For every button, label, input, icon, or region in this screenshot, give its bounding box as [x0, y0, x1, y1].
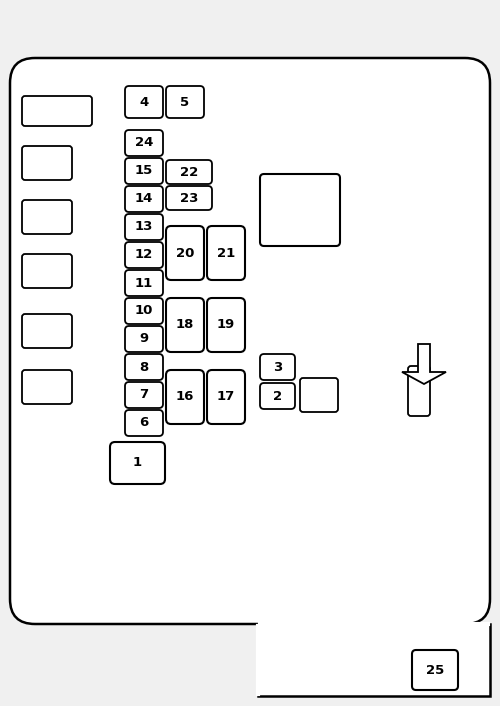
FancyBboxPatch shape: [166, 226, 204, 280]
FancyBboxPatch shape: [125, 158, 163, 184]
FancyBboxPatch shape: [125, 130, 163, 156]
FancyBboxPatch shape: [166, 160, 212, 184]
FancyBboxPatch shape: [166, 370, 204, 424]
FancyBboxPatch shape: [22, 314, 72, 348]
FancyBboxPatch shape: [260, 174, 340, 246]
FancyBboxPatch shape: [125, 86, 163, 118]
Text: 5: 5: [180, 95, 190, 109]
Text: 14: 14: [135, 193, 153, 205]
FancyBboxPatch shape: [412, 650, 458, 690]
FancyBboxPatch shape: [125, 354, 163, 380]
FancyBboxPatch shape: [22, 254, 72, 288]
Text: 23: 23: [180, 191, 198, 205]
Bar: [258, 624, 490, 696]
Text: 18: 18: [176, 318, 194, 332]
FancyBboxPatch shape: [22, 370, 72, 404]
Text: 20: 20: [176, 246, 194, 260]
Text: 13: 13: [135, 220, 153, 234]
FancyBboxPatch shape: [300, 378, 338, 412]
FancyBboxPatch shape: [22, 200, 72, 234]
FancyBboxPatch shape: [166, 186, 212, 210]
Text: 7: 7: [140, 388, 148, 402]
Text: 17: 17: [217, 390, 235, 404]
Text: 25: 25: [426, 664, 444, 676]
FancyBboxPatch shape: [125, 270, 163, 296]
Text: 21: 21: [217, 246, 235, 260]
FancyBboxPatch shape: [125, 298, 163, 324]
FancyBboxPatch shape: [125, 382, 163, 408]
FancyBboxPatch shape: [260, 354, 295, 380]
FancyBboxPatch shape: [125, 410, 163, 436]
Text: 3: 3: [273, 361, 282, 373]
FancyBboxPatch shape: [207, 370, 245, 424]
Text: 6: 6: [140, 417, 148, 429]
FancyBboxPatch shape: [22, 146, 72, 180]
FancyBboxPatch shape: [125, 214, 163, 240]
Text: 19: 19: [217, 318, 235, 332]
FancyBboxPatch shape: [207, 226, 245, 280]
FancyBboxPatch shape: [408, 366, 430, 416]
FancyBboxPatch shape: [125, 326, 163, 352]
FancyBboxPatch shape: [10, 58, 490, 624]
FancyBboxPatch shape: [166, 298, 204, 352]
Text: 22: 22: [180, 165, 198, 179]
FancyBboxPatch shape: [110, 442, 165, 484]
FancyBboxPatch shape: [22, 96, 92, 126]
Text: 10: 10: [135, 304, 153, 318]
Text: 24: 24: [135, 136, 153, 150]
Text: 2: 2: [273, 390, 282, 402]
FancyBboxPatch shape: [125, 242, 163, 268]
FancyBboxPatch shape: [260, 383, 295, 409]
PathPatch shape: [402, 344, 446, 384]
FancyBboxPatch shape: [166, 86, 204, 118]
Text: 12: 12: [135, 249, 153, 261]
Text: 1: 1: [133, 457, 142, 469]
FancyBboxPatch shape: [207, 298, 245, 352]
Text: 16: 16: [176, 390, 194, 404]
Text: 11: 11: [135, 277, 153, 289]
Text: 9: 9: [140, 333, 148, 345]
Text: 4: 4: [140, 95, 148, 109]
Text: 15: 15: [135, 164, 153, 177]
Text: 8: 8: [140, 361, 148, 373]
FancyBboxPatch shape: [125, 186, 163, 212]
